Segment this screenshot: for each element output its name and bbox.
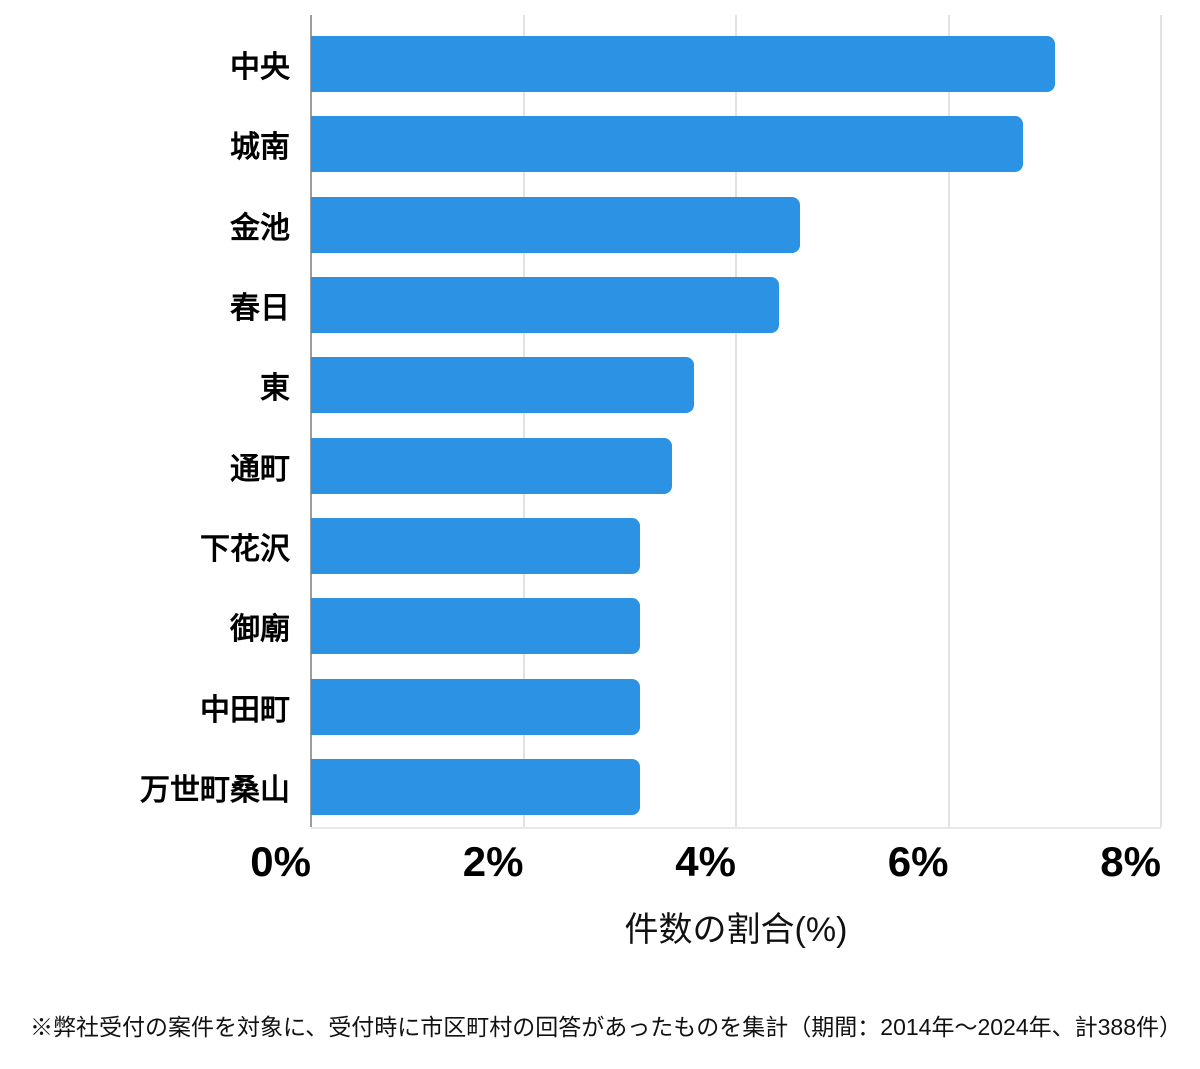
x-tick-label: 8% [1100, 838, 1161, 885]
bar [311, 116, 1023, 173]
gridline [1160, 15, 1162, 827]
x-tick-label: 2% [462, 838, 524, 885]
bar [311, 36, 1055, 92]
gridline [735, 15, 737, 827]
x-tick-label: 6% [887, 838, 949, 885]
bar [311, 758, 641, 815]
category-label: 通町 [230, 452, 290, 486]
category-label: 春日 [230, 291, 290, 325]
gridline [522, 15, 525, 827]
x-tick-label: 0% [250, 838, 311, 885]
plot-area [310, 15, 1162, 829]
category-label: 下花沢 [200, 532, 290, 566]
category-label: 金池 [230, 211, 290, 245]
y-axis-zero-line [310, 15, 312, 827]
bar [311, 357, 694, 414]
bar [311, 276, 779, 333]
category-label: 御廟 [230, 613, 290, 647]
x-axis-title: 件数の割合(%) [624, 911, 848, 949]
bar [311, 598, 641, 655]
category-label: 中田町 [200, 693, 290, 727]
bar [311, 437, 673, 494]
bar [311, 517, 641, 574]
category-label: 東 [260, 372, 290, 406]
bar [311, 196, 800, 253]
category-label: 中央 [230, 51, 290, 84]
category-label: 万世町桑山 [140, 773, 290, 807]
footnote: ※弊社受付の案件を対象に、受付時に市区町村の回答があったものを集計（期間：201… [30, 1014, 1183, 1040]
x-tick-label: 4% [675, 838, 736, 885]
bar [311, 678, 641, 735]
gridline [947, 15, 950, 827]
category-label: 城南 [230, 131, 290, 165]
